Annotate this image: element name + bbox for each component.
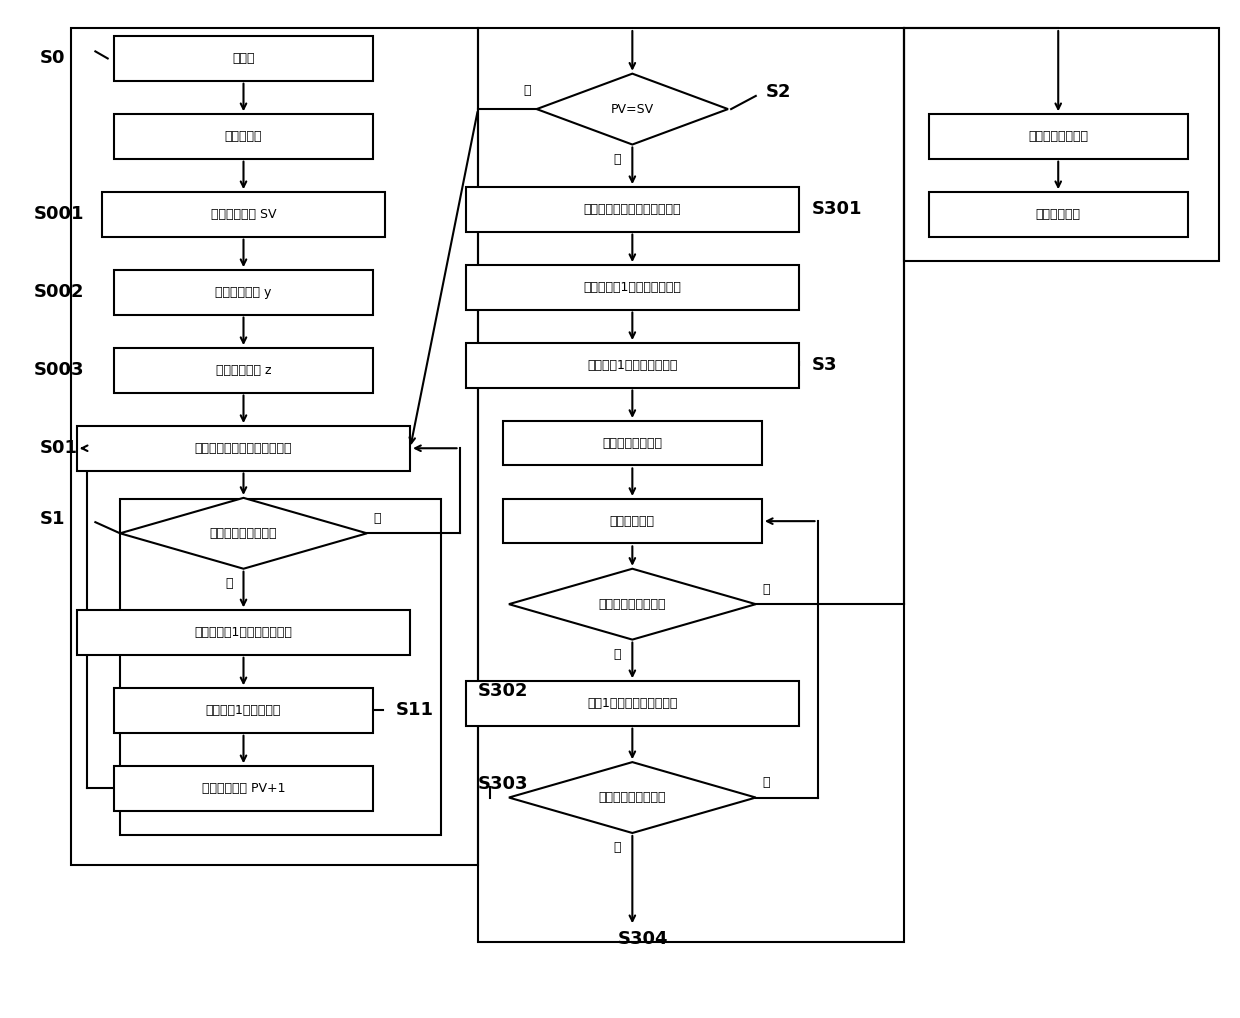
Text: 定位气缸是否关到位: 定位气缸是否关到位 — [599, 791, 666, 804]
Text: S01: S01 — [40, 439, 78, 457]
Text: 定位气缸是否开到位: 定位气缸是否开到位 — [599, 598, 666, 611]
Text: S0: S0 — [40, 50, 66, 67]
Text: PV=SV: PV=SV — [611, 103, 653, 116]
Text: 是: 是 — [614, 153, 621, 166]
Text: 打开定位气缸: 打开定位气缸 — [610, 515, 655, 527]
Bar — [502, 420, 761, 465]
Bar — [466, 265, 799, 309]
Bar — [114, 270, 373, 315]
Text: 是: 是 — [224, 577, 232, 589]
Text: S302: S302 — [479, 682, 528, 700]
Text: 定位排片完成: 定位排片完成 — [1035, 208, 1081, 221]
Bar — [466, 343, 799, 388]
Text: 输出定位完成信号: 输出定位完成信号 — [1028, 130, 1089, 143]
Text: S001: S001 — [33, 206, 84, 223]
Text: S2: S2 — [765, 82, 791, 101]
Bar — [929, 114, 1188, 159]
Text: S303: S303 — [479, 776, 528, 793]
Polygon shape — [508, 762, 756, 833]
Text: 产品实际数量 PV+1: 产品实际数量 PV+1 — [202, 782, 285, 795]
Bar — [77, 610, 410, 655]
Text: 输出排片完成信号: 输出排片完成信号 — [603, 437, 662, 450]
Text: 电机转动走1次停止距离长度: 电机转动走1次停止距离长度 — [583, 281, 681, 294]
Text: 电机走完1次排片距离: 电机走完1次排片距离 — [206, 704, 281, 717]
Bar — [479, 29, 904, 943]
Bar — [114, 37, 373, 80]
Text: S3: S3 — [811, 356, 837, 375]
Bar — [120, 499, 441, 835]
Text: S11: S11 — [396, 701, 433, 720]
Text: 否: 否 — [523, 83, 531, 97]
Bar — [466, 187, 799, 231]
Text: 自动输出允许消洗机送料信号: 自动输出允许消洗机送料信号 — [195, 442, 293, 455]
Text: S304: S304 — [618, 930, 668, 949]
Text: 自动复位允许清洗机送料信号: 自动复位允许清洗机送料信号 — [584, 203, 681, 216]
Text: 否: 否 — [761, 777, 770, 789]
Bar — [102, 192, 386, 236]
Bar — [71, 29, 479, 865]
Polygon shape — [508, 569, 756, 639]
Bar — [114, 767, 373, 810]
Text: 初始化: 初始化 — [232, 52, 254, 65]
Bar — [502, 499, 761, 544]
Text: 初始化完成: 初始化完成 — [224, 130, 262, 143]
Bar — [466, 681, 799, 726]
Text: 感应光电是否有信号: 感应光电是否有信号 — [210, 526, 278, 540]
Bar — [77, 426, 410, 470]
Text: 设定产品数量 SV: 设定产品数量 SV — [211, 208, 277, 221]
Text: 电机走完1次停止距离长度: 电机走完1次停止距离长度 — [588, 358, 677, 372]
Polygon shape — [537, 73, 728, 145]
Text: 设定排片距离 y: 设定排片距离 y — [216, 286, 272, 299]
Text: S003: S003 — [33, 361, 84, 380]
Text: 否: 否 — [373, 512, 381, 525]
Text: S002: S002 — [33, 283, 84, 301]
Text: 否: 否 — [761, 583, 770, 597]
Bar — [929, 192, 1188, 236]
Text: S301: S301 — [811, 201, 862, 218]
Bar — [114, 348, 373, 393]
Text: 是: 是 — [614, 647, 621, 661]
Text: 延时1秒自动关闭定位气缸: 延时1秒自动关闭定位气缸 — [588, 697, 677, 710]
Text: 设定停止距离 z: 设定停止距离 z — [216, 363, 272, 377]
Text: 是: 是 — [614, 841, 621, 854]
Text: 电机转动走1次排片距离长度: 电机转动走1次排片距离长度 — [195, 626, 293, 639]
Polygon shape — [120, 498, 367, 569]
Bar — [904, 29, 1219, 261]
Bar — [114, 688, 373, 733]
Bar — [114, 114, 373, 159]
Text: S1: S1 — [40, 510, 66, 528]
